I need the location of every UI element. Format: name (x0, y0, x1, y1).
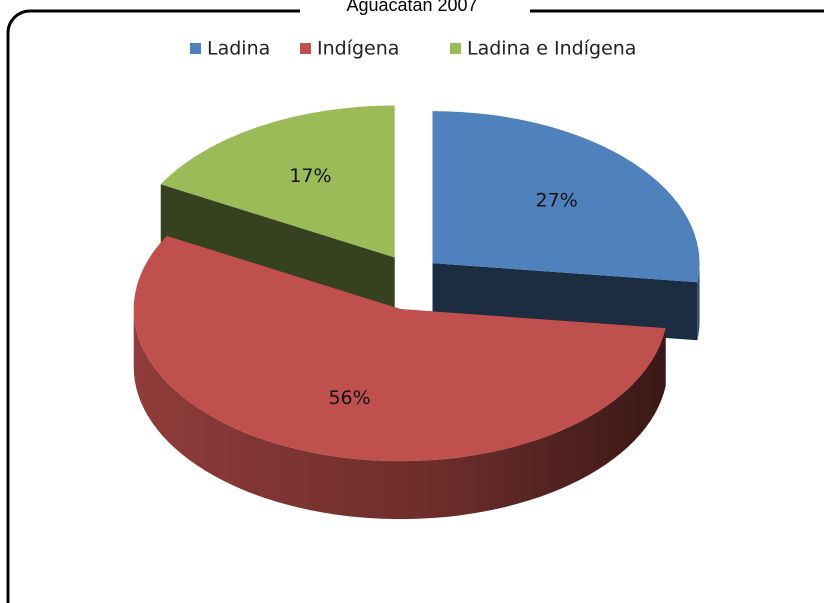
slice (160, 105, 395, 258)
slice-side (160, 184, 395, 316)
chart-title: Aguacatán 2007 (346, 0, 477, 15)
legend-swatch (450, 43, 461, 54)
slice (133, 235, 666, 462)
slice-wall (697, 263, 700, 341)
slice (432, 111, 700, 283)
legend-label: Indígena (317, 38, 399, 60)
legend-label: Ladina e Indígena (467, 38, 636, 60)
legend-label: Ladina (207, 38, 270, 60)
slice-wall (133, 309, 666, 520)
data-label: 17% (289, 165, 331, 187)
data-label: 56% (328, 387, 370, 409)
legend-swatch (190, 43, 201, 54)
legend-swatch (300, 43, 311, 54)
title-bg (300, 0, 530, 22)
data-label: 27% (536, 189, 578, 211)
